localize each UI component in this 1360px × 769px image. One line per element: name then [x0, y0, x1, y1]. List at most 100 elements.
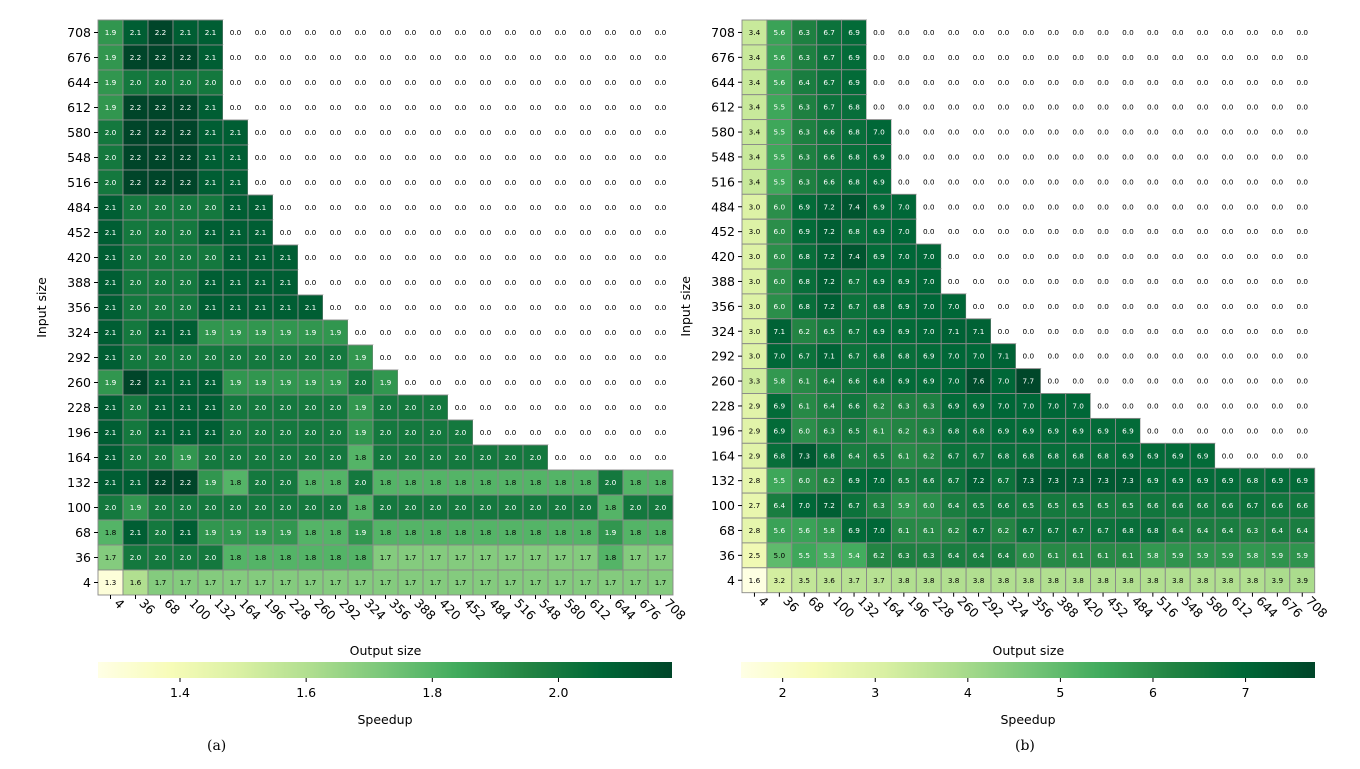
heatmap-cell	[841, 69, 867, 96]
heatmap-cell	[1015, 144, 1041, 170]
heatmap-cell	[623, 295, 648, 320]
cell-value-label: 1.9	[105, 53, 117, 62]
cell-value-label: 6.9	[898, 327, 910, 336]
cell-value-label: 0.0	[605, 453, 617, 462]
y-tick-label: 484	[711, 199, 735, 214]
heatmap-cell	[991, 169, 1016, 195]
heatmap-cell	[1140, 269, 1166, 294]
cell-value-label: 6.7	[798, 352, 810, 361]
cell-value-label: 6.7	[1023, 526, 1035, 535]
x-tick-label: 612	[1228, 593, 1255, 620]
cell-value-label: 3.4	[749, 103, 761, 112]
heatmap-cell	[348, 45, 373, 70]
cell-value-label: 3.0	[749, 277, 761, 286]
heatmap-cell	[197, 44, 224, 71]
cell-value-label: 3.8	[998, 576, 1010, 585]
heatmap-cell	[1289, 44, 1315, 70]
cell-value-label: 0.0	[555, 378, 567, 387]
heatmap-cell	[1264, 293, 1290, 319]
cell-value-label: 0.0	[1247, 426, 1259, 435]
heatmap-cell	[1264, 368, 1290, 394]
cell-value-label: 0.0	[530, 328, 542, 337]
cell-value-label: 7.1	[948, 327, 960, 336]
cell-value-label: 0.0	[1172, 327, 1184, 336]
cell-value-label: 2.0	[230, 428, 242, 437]
cell-value-label: 0.0	[998, 202, 1010, 211]
heatmap-cell	[1015, 417, 1042, 444]
cell-value-label: 0.0	[480, 228, 492, 237]
cell-value-label: 0.0	[380, 128, 392, 137]
cell-value-label: 2.1	[180, 428, 192, 437]
cell-value-label: 6.5	[1023, 501, 1035, 510]
cell-value-label: 6.6	[998, 501, 1010, 510]
cell-value-label: 6.9	[848, 28, 860, 37]
cell-value-label: 5.6	[798, 526, 810, 535]
cell-value-label: 5.6	[774, 53, 786, 62]
cell-value-label: 1.8	[505, 478, 517, 487]
cell-value-label: 0.0	[1222, 277, 1234, 286]
cell-value-label: 6.7	[823, 103, 835, 112]
heatmap-cell	[841, 144, 867, 170]
cell-value-label: 7.0	[998, 377, 1010, 386]
cell-value-label: 3.8	[923, 576, 935, 585]
cell-value-label: 0.0	[630, 153, 642, 162]
heatmap-cell	[1065, 492, 1092, 519]
cell-value-label: 0.0	[1097, 78, 1109, 87]
heatmap-cell	[1240, 44, 1265, 70]
cell-value-label: 3.8	[1072, 576, 1084, 585]
heatmap-cell	[247, 569, 274, 596]
heatmap-cell	[448, 295, 473, 320]
cell-value-label: 6.7	[973, 451, 985, 460]
heatmap-cell	[447, 494, 474, 521]
heatmap-cell	[1264, 318, 1290, 344]
cell-value-label: 0.0	[1122, 152, 1134, 161]
cell-value-label: 2.0	[255, 403, 267, 412]
cell-value-label: 6.7	[1072, 526, 1084, 535]
heatmap-cell	[1289, 194, 1315, 220]
cell-value-label: 1.9	[205, 478, 217, 487]
heatmap-cell	[791, 69, 818, 96]
cell-value-label: 6.7	[848, 302, 860, 311]
cell-value-label: 1.9	[255, 528, 267, 537]
heatmap-cell	[1165, 44, 1191, 70]
cell-value-label: 1.8	[230, 478, 242, 487]
cell-value-label: 2.1	[105, 278, 117, 287]
heatmap-cell	[1015, 119, 1041, 145]
cell-value-label: 6.7	[823, 28, 835, 37]
heatmap-cell	[623, 345, 648, 370]
cell-value-label: 0.0	[1272, 451, 1284, 460]
heatmap-cell	[966, 144, 991, 170]
cell-value-label: 0.0	[530, 178, 542, 187]
heatmap-cell	[373, 245, 398, 270]
y-tick-label: 516	[67, 175, 91, 190]
cell-value-label: 0.0	[305, 203, 317, 212]
cell-value-label: 0.0	[530, 78, 542, 87]
cell-value-label: 6.1	[898, 451, 910, 460]
heatmap-cell	[372, 394, 399, 421]
heatmap-cell	[1264, 20, 1290, 45]
cell-value-label: 0.0	[405, 103, 417, 112]
cell-value-label: 0.0	[1023, 28, 1035, 37]
cell-value-label: 0.0	[380, 303, 392, 312]
cell-value-label: 0.0	[1023, 302, 1035, 311]
cell-value-label: 0.0	[1147, 277, 1159, 286]
cell-value-label: 0.0	[530, 153, 542, 162]
heatmap-cell	[1090, 144, 1116, 170]
cell-value-label: 6.5	[1047, 501, 1059, 510]
cell-value-label: 2.0	[630, 503, 642, 512]
cell-value-label: 7.0	[948, 302, 960, 311]
heatmap-cell	[398, 20, 423, 45]
cell-value-label: 6.9	[1072, 426, 1084, 435]
cell-value-label: 0.0	[505, 103, 517, 112]
heatmap-cell	[548, 145, 573, 170]
heatmap-cell	[1090, 194, 1116, 220]
cell-value-label: 0.0	[330, 153, 342, 162]
heatmap-cell	[172, 319, 199, 346]
heatmap-cell	[573, 345, 598, 370]
heatmap-cell	[648, 445, 673, 470]
heatmap-cell	[598, 420, 623, 445]
heatmap-cell	[1165, 119, 1191, 145]
cell-value-label: 0.0	[430, 378, 442, 387]
heatmap-cell	[348, 145, 373, 170]
cell-value-label: 0.0	[480, 128, 492, 137]
